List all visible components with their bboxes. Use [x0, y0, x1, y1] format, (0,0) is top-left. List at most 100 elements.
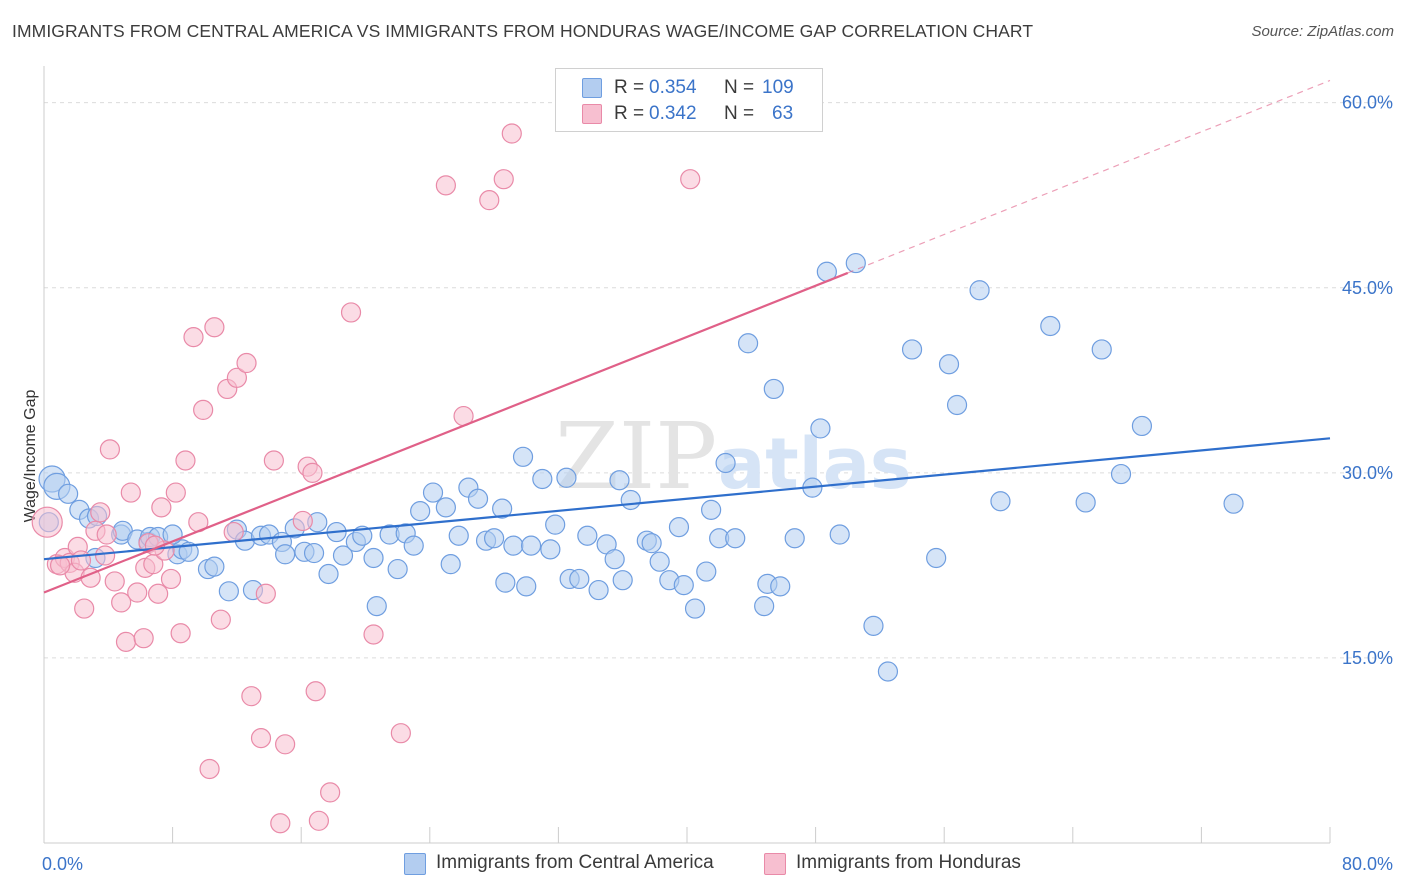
trend-line-central-america	[43, 437, 1331, 561]
bottom-legend-label: Immigrants from Honduras	[796, 852, 1021, 873]
data-point-honduras	[90, 502, 111, 523]
data-point-central-america	[520, 535, 542, 556]
data-point-central-america	[715, 452, 736, 474]
data-point-central-america	[448, 525, 469, 546]
data-point-honduras	[680, 169, 701, 190]
y-tick-label: 15.0%	[1342, 648, 1393, 668]
data-point-central-america	[516, 576, 537, 597]
trend-lines	[43, 79, 1331, 594]
data-point-honduras	[305, 681, 326, 702]
data-point-honduras	[340, 302, 362, 323]
bottom-legend-swatch-blue	[404, 853, 426, 875]
data-point-central-america	[609, 470, 630, 491]
data-point-honduras	[493, 169, 514, 190]
data-point-central-america	[332, 545, 354, 566]
data-point-central-america	[969, 280, 990, 301]
data-point-central-america	[684, 598, 706, 619]
data-point-central-america	[503, 535, 524, 556]
data-point-central-america	[668, 517, 690, 538]
data-point-honduras	[151, 497, 172, 518]
grid-lines	[44, 102, 1392, 659]
legend-row-central-america: R = 0.354 N = 109	[556, 75, 822, 101]
data-point-honduras	[435, 175, 456, 196]
data-point-central-america	[673, 575, 694, 596]
trend-line-honduras	[43, 271, 849, 594]
y-axis-label-group: Wage/Income Gap	[22, 390, 39, 523]
chart-source: Source: ZipAtlas.com	[1251, 23, 1394, 40]
data-point-central-america	[532, 468, 553, 490]
data-point-honduras	[210, 609, 231, 630]
data-point-honduras	[99, 439, 121, 460]
y-axis-label: Wage/Income Gap	[22, 390, 39, 523]
data-point-central-america	[1131, 415, 1153, 437]
data-point-central-america	[649, 551, 670, 572]
watermark: ZIP atlas	[555, 403, 912, 510]
bottom-legend-swatch-pink	[764, 853, 786, 875]
data-point-central-america	[701, 499, 722, 520]
data-point-honduras	[49, 555, 71, 576]
chart-title: IMMIGRANTS FROM CENTRAL AMERICA VS IMMIG…	[12, 21, 1034, 41]
data-point-honduras	[270, 813, 291, 834]
y-tick-label: 30.0%	[1342, 463, 1393, 483]
data-point-central-america	[810, 418, 831, 439]
data-point-honduras	[120, 482, 141, 503]
data-point-central-america	[467, 488, 489, 509]
data-point-honduras	[241, 686, 262, 707]
axes	[43, 66, 1331, 844]
data-point-honduras	[183, 327, 204, 348]
data-point-honduras	[390, 723, 411, 744]
data-point-honduras	[223, 521, 244, 543]
data-point-honduras	[263, 450, 284, 471]
data-point-honduras	[308, 810, 329, 831]
data-point-central-america	[435, 497, 456, 518]
y-tick-label: 60.0%	[1342, 93, 1393, 113]
data-point-central-america	[604, 549, 625, 570]
data-point-central-america	[352, 525, 373, 546]
legend-r-value: 0.354	[649, 77, 697, 98]
data-point-honduras	[160, 568, 182, 590]
data-point-honduras	[74, 598, 95, 619]
data-point-honduras	[302, 462, 323, 483]
data-point-honduras	[127, 582, 148, 603]
data-point-central-america	[556, 467, 577, 488]
data-point-honduras	[133, 628, 154, 649]
data-point-honduras	[148, 583, 169, 604]
data-point-honduras	[199, 758, 220, 780]
data-point-honduras	[226, 367, 247, 388]
data-point-central-america	[763, 378, 784, 400]
data-point-central-america	[588, 579, 609, 601]
data-point-central-america	[1091, 339, 1112, 360]
legend-n-label: N =	[724, 77, 755, 98]
data-point-honduras	[175, 450, 196, 471]
data-point-honduras	[165, 482, 186, 503]
data-point-central-america	[725, 528, 746, 549]
data-point-central-america	[403, 535, 424, 556]
legend-n-value: 63	[772, 103, 794, 124]
data-point-honduras	[115, 631, 137, 652]
data-point-central-america	[1040, 315, 1061, 337]
legend-row-honduras: R = 0.342 N = 63	[556, 101, 822, 127]
data-point-honduras	[292, 510, 313, 532]
legend-swatch-pink	[582, 104, 602, 124]
data-point-central-america	[863, 615, 884, 636]
data-point-honduras	[236, 352, 257, 374]
data-point-central-america	[612, 570, 633, 591]
data-point-honduras	[170, 623, 191, 644]
data-point-central-america	[784, 528, 805, 549]
legend-n-label: N =	[724, 103, 755, 124]
data-point-central-america	[318, 563, 339, 585]
x-tick-label: 0.0%	[42, 854, 83, 874]
legend: R = 0.354 N = 109 R = 0.342 N = 63	[555, 68, 823, 132]
data-point-central-america	[440, 554, 461, 575]
data-point-central-america	[737, 333, 759, 354]
data-point-central-america	[901, 339, 923, 360]
data-point-honduras	[104, 571, 125, 592]
data-point-central-america	[1110, 463, 1132, 485]
data-point-honduras	[70, 550, 92, 571]
data-point-honduras	[275, 734, 296, 755]
legend-swatch-blue	[582, 78, 602, 98]
data-point-central-america	[58, 483, 79, 504]
data-point-central-america	[366, 595, 387, 617]
data-point-central-america	[990, 491, 1011, 512]
